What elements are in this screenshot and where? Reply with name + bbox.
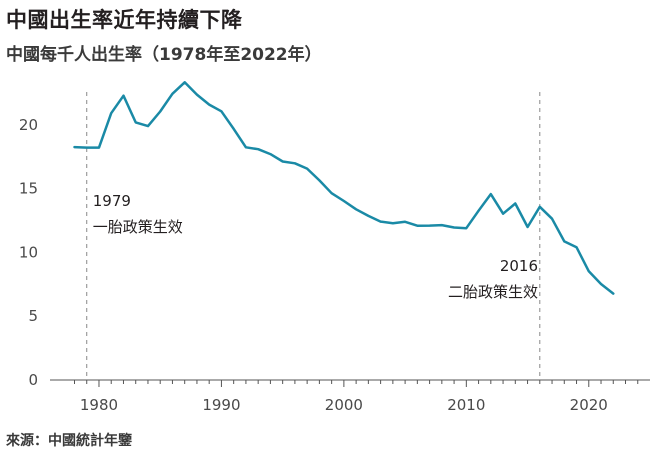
x-tick-label: 1980 (80, 396, 118, 414)
annotation-year-1979: 1979 (93, 192, 131, 210)
series-line-birth-rate (73, 81, 615, 295)
y-tick-label: 0 (28, 371, 38, 389)
annotation-text-1979: 一胎政策生效 (93, 218, 183, 236)
page-title: 中國出生率近年持續下降 (6, 8, 243, 32)
y-tick-label: 5 (28, 307, 38, 325)
x-tick-label: 1990 (202, 396, 240, 414)
annotation-year-2016: 2016 (500, 257, 538, 275)
birth-rate-chart: 0 5 10 15 20 1980 1990 2000 2010 2020 1979 一胎政策生效… (19, 81, 650, 414)
y-tick-label: 10 (19, 243, 38, 261)
x-tick-label: 2000 (325, 396, 363, 414)
x-tick-label: 2010 (447, 396, 485, 414)
x-tick-label: 2020 (570, 396, 608, 414)
y-tick-label: 15 (19, 180, 38, 198)
y-tick-label: 20 (19, 116, 38, 134)
chart-subtitle: 中國每千人出生率（1978年至2022年） (6, 45, 322, 65)
source-note: 來源：中國統計年鑒 (6, 433, 132, 449)
annotation-text-2016: 二胎政策生效 (448, 283, 538, 301)
